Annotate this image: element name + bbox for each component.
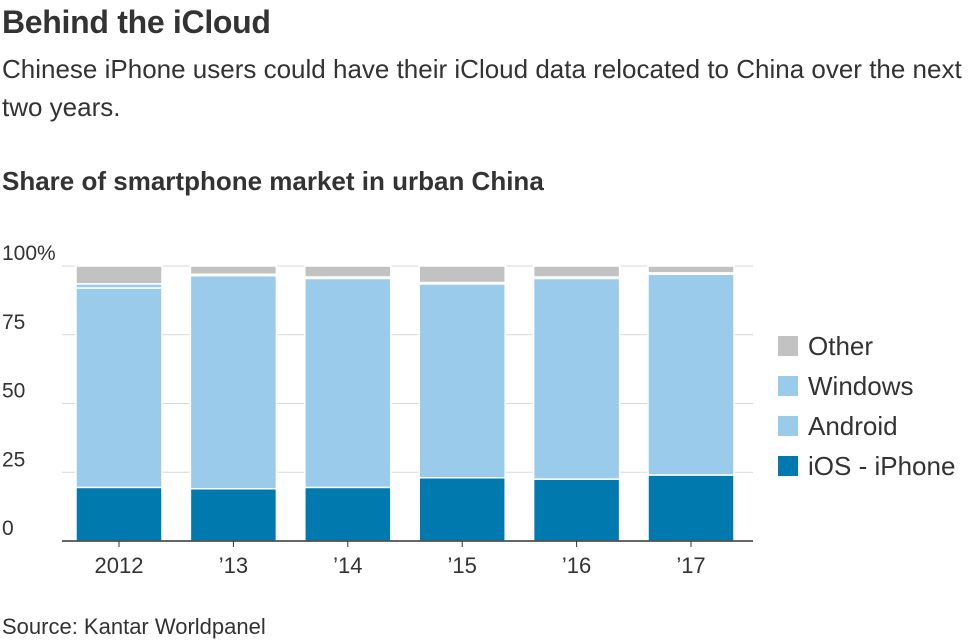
legend-swatch [778,336,798,356]
y-tick-label: 75 [2,311,25,334]
bar-segment [647,474,735,542]
bar-segment [418,283,506,479]
bar-segment [532,277,621,480]
legend-swatch [778,416,798,436]
bar-segment [647,265,735,274]
bar-segment [304,277,392,489]
y-tick-label: 25 [2,448,25,471]
legend-label: Windows [808,370,914,401]
x-tick-label: ’16 [562,553,591,578]
chart-title: Share of smartphone market in urban Chin… [2,166,544,196]
bar-segment [189,488,278,542]
x-tick-label: ’13 [219,553,248,578]
legend-swatch [778,376,798,396]
bar-segment [75,486,163,542]
y-tick-label: 50 [2,380,25,403]
x-tick-label: ’14 [333,553,362,578]
legend: Other Windows Android iOS - iPhone [778,326,955,486]
x-tick-label: 2012 [95,553,144,578]
legend-swatch [778,456,798,476]
chart-subtitle: Chinese iPhone users could have their iC… [2,54,962,122]
x-tick-label: ’17 [676,553,705,578]
legend-label: Android [808,410,898,441]
legend-label: iOS - iPhone [808,450,956,481]
bar-segment [418,265,506,284]
x-tick-label: ’15 [448,553,477,578]
legend-item: iOS - iPhone [778,446,955,486]
legend-label: Other [808,330,874,361]
bar-segment [532,265,621,278]
bar-segment [647,273,735,476]
legend-item: Android [778,406,955,446]
chart-headline: Behind the iCloud [2,4,271,40]
bar-segment [304,265,392,278]
bar-segment [189,265,278,275]
y-axis-ticks: 0 25 50 75 100% [2,242,56,540]
x-axis-ticks: 2012 ’13 ’14 ’15 ’16 ’17 [62,540,753,578]
legend-item: Windows [778,366,955,406]
bar-segment [75,287,163,489]
gridlines [62,265,753,473]
bar-segment [75,265,163,285]
bar-segment [189,274,278,490]
bar-segment [532,478,621,542]
source-note: Source: Kantar Worldpanel [2,614,266,639]
bar-segment [304,486,392,542]
y-tick-label: 100% [2,242,56,265]
bar-segment [418,477,506,542]
y-tick-label: 0 [2,517,14,540]
legend-item: Other [778,326,955,366]
bars [75,265,735,542]
